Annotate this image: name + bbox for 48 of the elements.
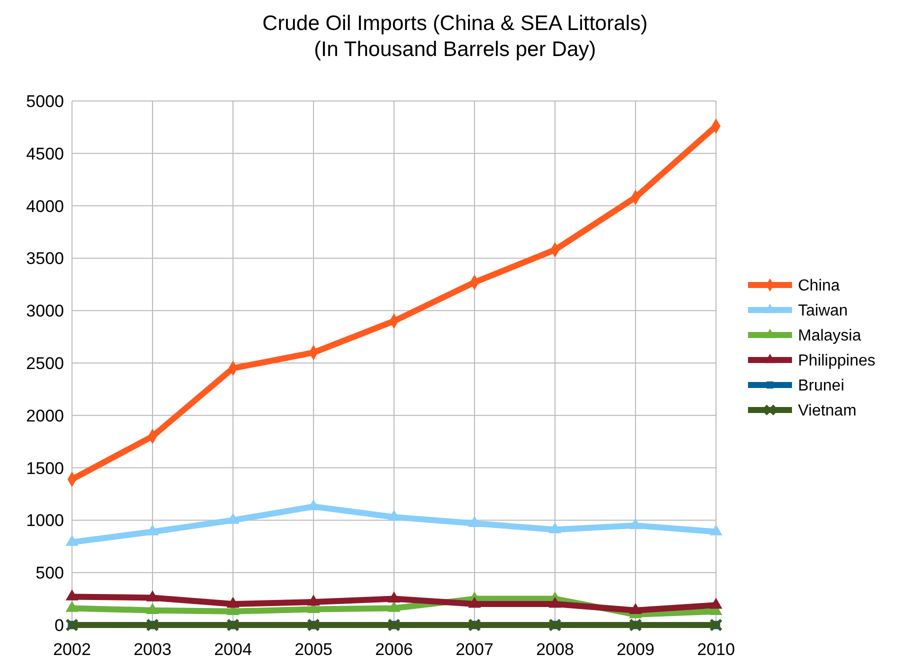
point — [146, 524, 159, 536]
x-tick-label: 2002 — [53, 640, 91, 659]
y-tick-label: 1500 — [26, 458, 64, 478]
point — [548, 522, 562, 534]
point — [468, 596, 481, 608]
y-tick-label: 0 — [54, 616, 64, 635]
y-tick-label: 1000 — [26, 511, 64, 530]
point — [66, 589, 78, 600]
point — [307, 594, 320, 606]
x-tick-label: 2004 — [214, 640, 252, 659]
x-tick-label: 2005 — [294, 640, 332, 659]
point — [629, 602, 642, 614]
x-tick-label: 2010 — [697, 640, 735, 659]
point — [468, 516, 481, 528]
x-tick-label: 2009 — [616, 640, 654, 659]
legend-label: Brunei — [798, 378, 844, 395]
point — [629, 518, 642, 530]
legend-label: Malaysia — [798, 328, 862, 345]
x-tick-label: 2006 — [375, 640, 413, 659]
x-tick-label: 2008 — [536, 640, 574, 659]
y-tick-label: 4500 — [26, 144, 64, 164]
y-tick-label: 2000 — [26, 406, 64, 426]
point — [226, 512, 240, 524]
y-tick-label: 3000 — [26, 302, 64, 321]
point — [710, 524, 722, 536]
y-tick-label: 5000 — [26, 92, 64, 111]
legend-label: Vietnam — [798, 402, 856, 420]
point — [146, 590, 159, 602]
x-tick-label: 2007 — [456, 640, 494, 659]
chart-subtitle: (In Thousand Barrels per Day) — [314, 38, 596, 61]
point — [388, 591, 400, 602]
point — [548, 596, 562, 608]
point — [710, 598, 722, 609]
legend-label: Taiwan — [798, 302, 848, 320]
y-tick-label: 2500 — [26, 354, 64, 373]
legend-label: China — [798, 278, 840, 295]
y-tick-label: 3500 — [26, 249, 64, 268]
legend-label: Philippines — [798, 352, 876, 370]
point — [226, 596, 240, 608]
point — [66, 600, 78, 612]
point — [66, 534, 78, 546]
point — [146, 602, 159, 614]
point — [388, 510, 400, 521]
point — [307, 499, 320, 510]
y-tick-label: 4000 — [26, 196, 64, 216]
y-tick-label: 500 — [36, 564, 64, 583]
x-tick-label: 2003 — [134, 640, 172, 659]
chart-title: Crude Oil Imports (China & SEA Littorals) — [262, 12, 648, 35]
